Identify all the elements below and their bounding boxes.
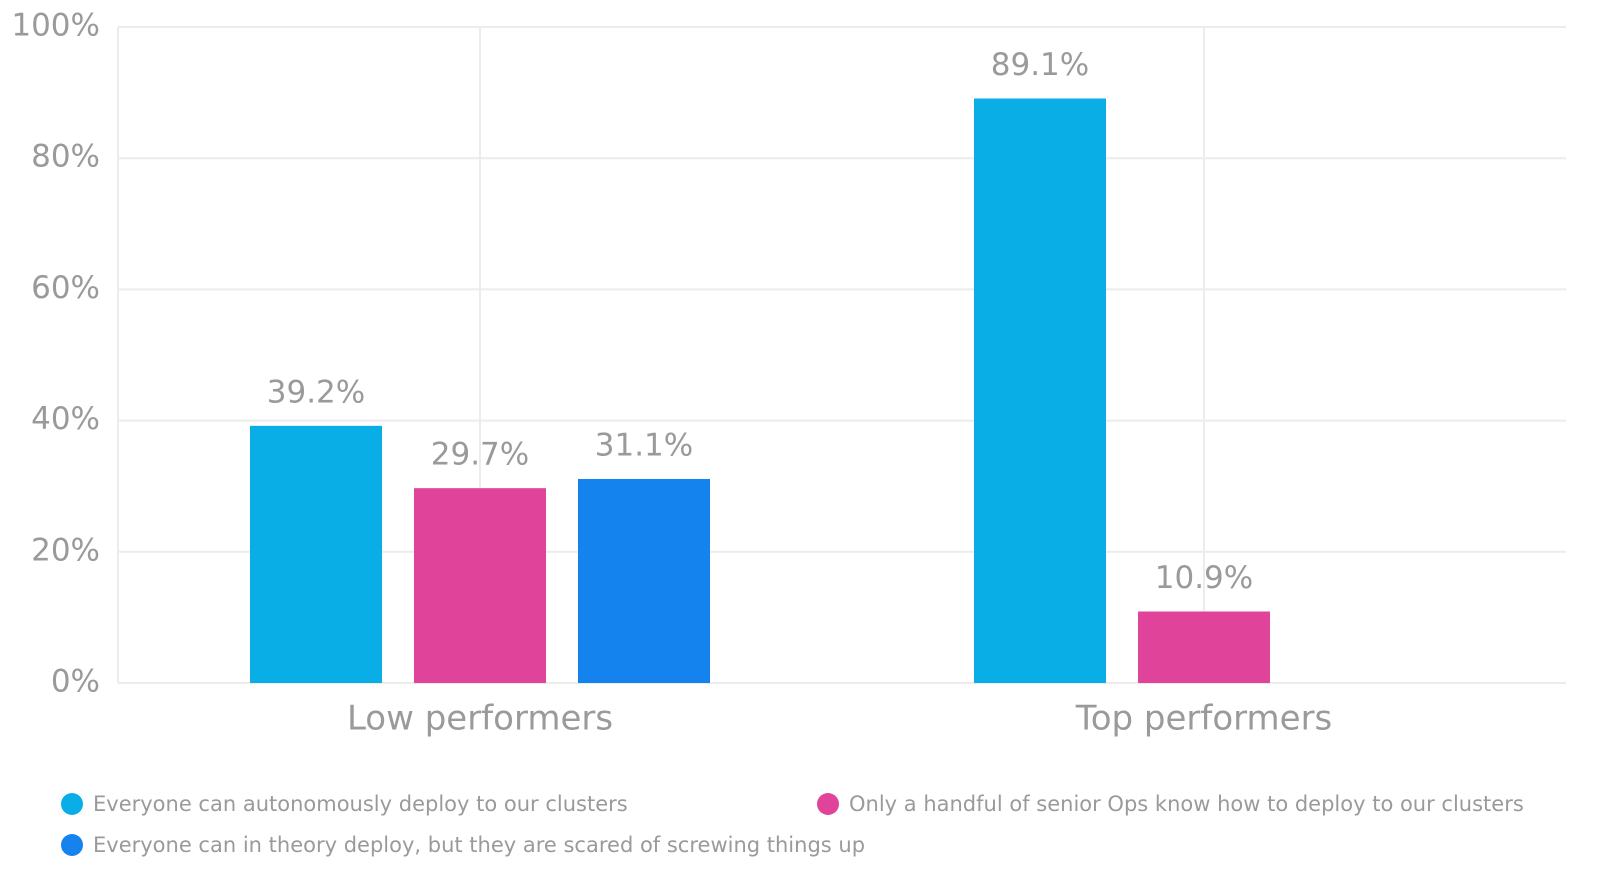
legend-label: Everyone can in theory deploy, but they … [93, 833, 865, 857]
y-tick-label: 60% [31, 270, 100, 306]
y-tick-label: 0% [51, 664, 100, 700]
y-tick-label: 100% [11, 8, 100, 44]
value-label: 29.7% [431, 437, 529, 473]
y-tick-label: 20% [31, 532, 100, 568]
value-label: 89.1% [991, 47, 1089, 83]
legend-label: Everyone can autonomously deploy to our … [93, 792, 628, 816]
bar [250, 425, 382, 683]
x-tick-label: Low performers [347, 699, 613, 739]
value-label: 31.1% [595, 427, 693, 463]
bar [1138, 611, 1270, 683]
legend-label: Only a handful of senior Ops know how to… [849, 792, 1524, 816]
y-tick-label: 40% [31, 401, 100, 437]
value-label: 10.9% [1155, 560, 1253, 596]
y-tick-label: 80% [31, 139, 100, 175]
x-tick-label: Top performers [1075, 699, 1333, 739]
bar [974, 98, 1106, 683]
legend-marker [61, 793, 83, 815]
value-label: 39.2% [267, 374, 365, 410]
bar [414, 488, 546, 683]
legend-marker [817, 793, 839, 815]
legend-marker [61, 834, 83, 856]
bar [578, 478, 710, 683]
